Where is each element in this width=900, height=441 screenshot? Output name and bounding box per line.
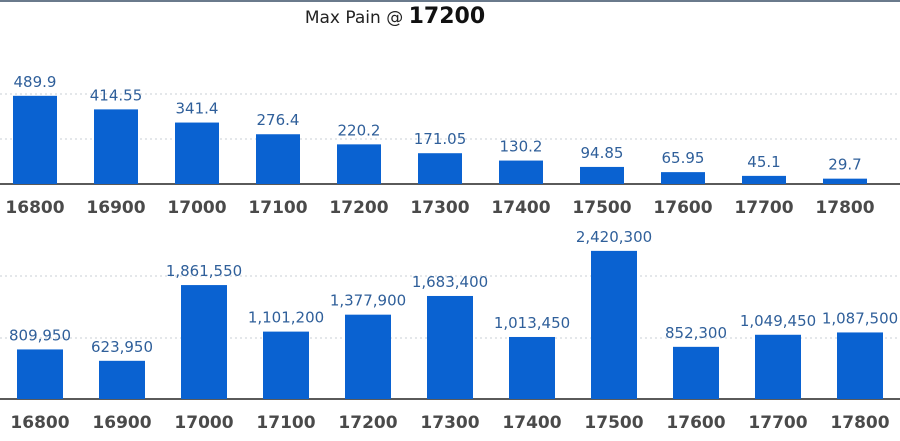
x-tick-label-17200: 17200 — [329, 198, 388, 218]
value-label-17300: 1,683,400 — [412, 273, 488, 291]
value-label-16800: 809,950 — [9, 326, 71, 344]
bar-17000[interactable] — [175, 122, 219, 184]
value-label-17000: 341.4 — [176, 100, 219, 118]
x-tick-label-17200: 17200 — [338, 413, 397, 433]
value-label-17200: 220.2 — [338, 121, 381, 139]
bar-17500[interactable] — [591, 250, 637, 399]
x-tick-label-17000: 17000 — [174, 413, 233, 433]
value-label-17600: 65.95 — [662, 149, 705, 167]
value-label-17400: 130.2 — [500, 138, 543, 156]
x-tick-label-16800: 16800 — [5, 198, 64, 218]
top-border — [0, 0, 900, 2]
value-label-17700: 1,049,450 — [740, 312, 816, 330]
value-label-17000: 1,861,550 — [166, 262, 242, 280]
value-label-17800: 1,087,500 — [822, 309, 898, 327]
value-label-17500: 94.85 — [581, 144, 624, 162]
x-tick-label-17400: 17400 — [502, 413, 561, 433]
value-label-17100: 1,101,200 — [248, 309, 324, 327]
bar-17200[interactable] — [337, 144, 381, 184]
bar-17800[interactable] — [837, 332, 883, 399]
value-label-17700: 45.1 — [747, 153, 780, 171]
x-tick-label-17100: 17100 — [256, 413, 315, 433]
value-label-17200: 1,377,900 — [330, 292, 406, 310]
x-tick-label-16900: 16900 — [92, 413, 151, 433]
x-tick-label-17600: 17600 — [666, 413, 725, 433]
x-tick-label-16800: 16800 — [10, 413, 69, 433]
x-tick-label-17700: 17700 — [748, 413, 807, 433]
x-tick-label-16900: 16900 — [86, 198, 145, 218]
bar-17700[interactable] — [742, 175, 786, 184]
bar-17500[interactable] — [580, 166, 624, 184]
chart-title: Max Pain @ 17200 — [0, 4, 790, 29]
value-label-16900: 414.55 — [90, 86, 143, 104]
value-label-17500: 2,420,300 — [576, 228, 652, 246]
x-tick-label-17600: 17600 — [653, 198, 712, 218]
bar-16900[interactable] — [99, 360, 145, 399]
x-tick-label-17400: 17400 — [491, 198, 550, 218]
x-tick-label-17800: 17800 — [830, 413, 889, 433]
value-label-16800: 489.9 — [14, 73, 57, 91]
option-price-bar-chart: 489.9 16800 414.55 16900 341.4 17000 276.4 1710… — [0, 73, 900, 218]
bar-17100[interactable] — [263, 331, 309, 399]
title-prefix: Max Pain @ — [304, 8, 409, 28]
x-tick-label-17800: 17800 — [815, 198, 874, 218]
value-label-17100: 276.4 — [257, 111, 300, 129]
bar-17600[interactable] — [661, 172, 705, 184]
value-label-16900: 623,950 — [91, 338, 153, 356]
value-label-17300: 171.05 — [414, 130, 467, 148]
bar-16900[interactable] — [94, 109, 138, 184]
value-label-17800: 29.7 — [828, 156, 861, 174]
x-tick-label-17100: 17100 — [248, 198, 307, 218]
x-tick-label-17500: 17500 — [584, 413, 643, 433]
bar-17700[interactable] — [755, 334, 801, 399]
total-loss-bar-chart: 809,950 16800 623,950 16900 1,861,550 17000 1,… — [0, 228, 900, 433]
bar-17000[interactable] — [181, 285, 227, 399]
bar-17400[interactable] — [509, 336, 555, 399]
bar-17300[interactable] — [418, 153, 462, 184]
max-pain-strike: 17200 — [408, 4, 486, 29]
bar-17200[interactable] — [345, 314, 391, 399]
bar-17800[interactable] — [823, 178, 867, 184]
x-tick-label-17300: 17300 — [420, 413, 479, 433]
bar-17300[interactable] — [427, 295, 473, 399]
x-tick-label-17700: 17700 — [734, 198, 793, 218]
value-label-17400: 1,013,450 — [494, 314, 570, 332]
x-tick-label-17500: 17500 — [572, 198, 631, 218]
x-tick-label-17300: 17300 — [410, 198, 469, 218]
bar-16800[interactable] — [13, 95, 57, 184]
bar-17600[interactable] — [673, 346, 719, 399]
bar-16800[interactable] — [17, 349, 63, 399]
value-label-17600: 852,300 — [665, 324, 727, 342]
x-tick-label-17000: 17000 — [167, 198, 226, 218]
bar-17400[interactable] — [499, 160, 543, 184]
bar-17100[interactable] — [256, 134, 300, 184]
